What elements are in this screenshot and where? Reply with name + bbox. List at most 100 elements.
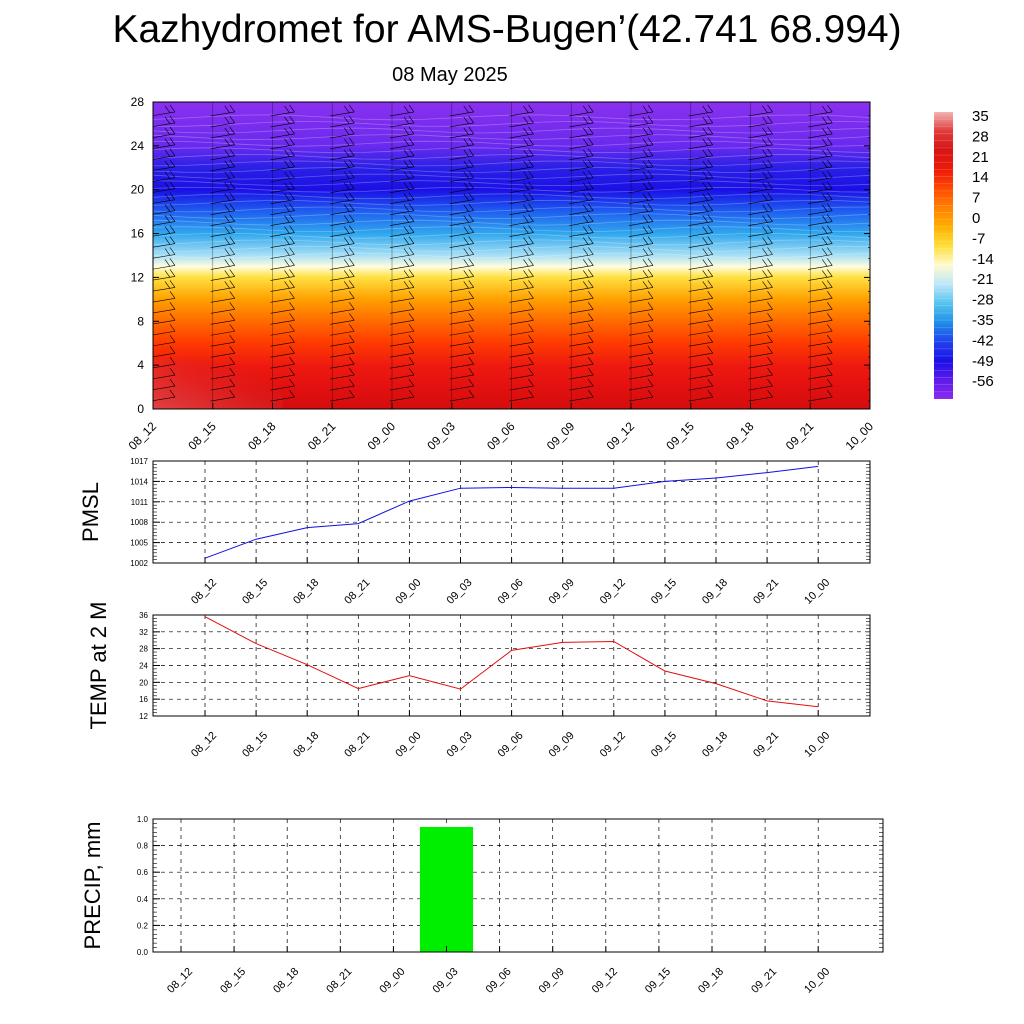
wind-barb-flag — [827, 356, 833, 365]
wind-barb-shaft — [748, 319, 773, 325]
wind-barb-shaft — [270, 265, 295, 270]
wind-barb-flag — [822, 127, 828, 136]
wind-barb-flag — [767, 181, 773, 189]
wind-barb-flag — [349, 258, 355, 266]
wind-barb — [628, 203, 654, 215]
wind-barb-shaft — [153, 287, 176, 292]
wind-barb-flag — [169, 148, 176, 156]
wind-barb-flag — [702, 281, 708, 289]
wind-barb-flag — [408, 258, 415, 266]
wind-barb — [628, 225, 654, 237]
wind-barb-flag — [822, 193, 828, 201]
wind-barb-flag — [523, 193, 529, 201]
wind-barb-shaft — [569, 144, 594, 150]
wind-barb-flag — [882, 259, 887, 266]
wind-barb — [509, 269, 534, 281]
wind-barb-shaft — [153, 188, 176, 193]
wind-barb-flag — [224, 193, 230, 201]
wind-barb — [748, 203, 773, 215]
wind-barb-shaft — [569, 287, 594, 292]
wind-barb-flag — [468, 247, 474, 255]
wind-barb-flag — [642, 171, 649, 179]
wind-barb-flag — [224, 105, 230, 114]
wind-barb-flag — [523, 116, 529, 125]
wind-barb-shaft — [748, 144, 773, 150]
wind-barb-flag — [528, 269, 534, 277]
x-tick-label: 09_15 — [649, 577, 679, 607]
wind-barb-flag — [468, 389, 474, 398]
wind-barb-flag — [528, 181, 534, 189]
wind-barb — [153, 104, 176, 116]
colorbar-label: 35 — [972, 108, 989, 125]
wind-barb — [449, 280, 474, 292]
wind-barb-shaft — [808, 144, 833, 150]
wind-barb-shaft — [569, 188, 594, 194]
wind-barb-shaft — [748, 298, 773, 303]
wind-barb-shaft — [808, 133, 833, 139]
wind-barb-shaft — [628, 330, 654, 336]
wind-barb-flag — [822, 105, 828, 114]
wind-barb — [449, 192, 474, 204]
wind-barb-shaft — [270, 319, 295, 325]
wind-barb-flag — [229, 324, 235, 332]
wind-barb-flag — [762, 215, 768, 223]
wind-barb-flag — [169, 313, 176, 321]
wind-barb-flag — [403, 105, 410, 114]
wind-barb-flag — [528, 378, 534, 387]
wind-barb-shaft — [449, 319, 474, 325]
wind-barb-flag — [344, 138, 350, 147]
wind-barb-flag — [523, 237, 529, 245]
wind-barb-shaft — [389, 265, 415, 270]
wind-barb-flag — [767, 137, 773, 146]
wind-barb-flag — [887, 379, 892, 386]
wind-barb-flag — [822, 149, 828, 157]
wind-barb — [210, 159, 235, 172]
wind-barb-flag — [767, 203, 773, 211]
wind-barb — [569, 181, 594, 194]
wind-barb-shaft — [808, 210, 833, 215]
wind-barb-flag — [887, 160, 892, 167]
wind-barb-shaft — [569, 254, 594, 259]
wind-barb-shaft — [628, 276, 654, 281]
wind-barb — [867, 160, 892, 172]
wind-barb — [867, 126, 870, 128]
wind-barb-flag — [468, 126, 474, 135]
wind-barb-flag — [702, 171, 708, 179]
wind-barb-shaft — [153, 319, 176, 325]
wind-barb — [270, 346, 295, 358]
wind-barb-flag — [169, 126, 176, 135]
wind-barb-shaft — [808, 232, 833, 237]
wind-barb-shaft — [569, 374, 594, 380]
wind-barb-flag — [887, 335, 892, 342]
wind-barb-flag — [642, 237, 649, 245]
wind-barb-flag — [164, 259, 171, 267]
wind-barb — [867, 224, 870, 226]
wind-barb — [688, 137, 713, 150]
wind-barb — [748, 170, 773, 183]
wind-barb-shaft — [569, 298, 594, 303]
wind-barb — [748, 225, 773, 237]
wind-barb-shaft — [389, 374, 415, 380]
colorbar-fill — [934, 112, 953, 399]
wind-barb-flag — [224, 226, 230, 234]
wind-barb-shaft — [449, 166, 474, 172]
wind-barb — [210, 335, 235, 347]
wind-barb-flag — [583, 270, 589, 278]
wind-barb-flag — [528, 225, 534, 233]
wind-barb-flag — [523, 248, 529, 256]
wind-barb — [509, 137, 534, 150]
wind-barb — [808, 181, 833, 194]
y-tick-label: 32 — [139, 628, 148, 637]
wind-barb-flag — [229, 192, 235, 200]
wind-barb-shaft — [449, 122, 474, 128]
y-tick-label: 0.0 — [137, 948, 149, 957]
wind-barb-flag — [289, 324, 295, 332]
wind-barb — [153, 280, 176, 292]
wind-barb-shaft — [808, 352, 833, 358]
wind-barb — [808, 115, 833, 128]
wind-barb-flag — [169, 269, 176, 277]
wind-barb — [389, 137, 415, 150]
wind-barb-flag — [289, 192, 295, 200]
wind-barb-flag — [169, 280, 176, 288]
wind-barb-shaft — [210, 309, 235, 314]
